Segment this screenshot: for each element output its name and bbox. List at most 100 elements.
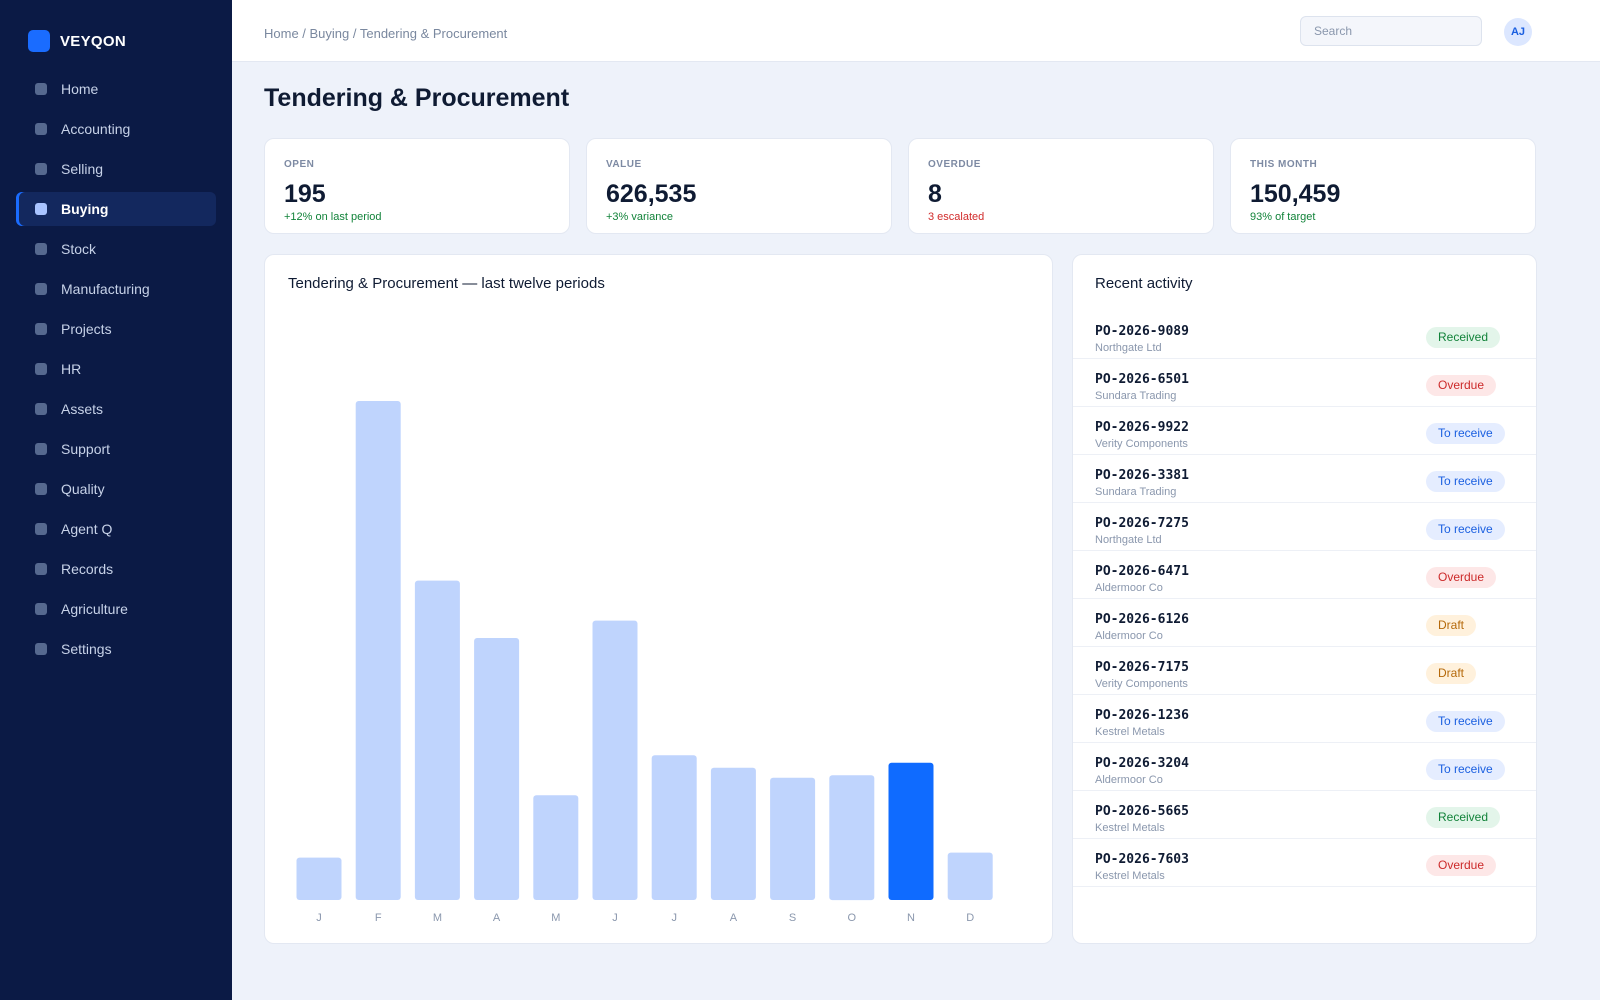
list-item[interactable]: PO-2026-5665 Kestrel Metals Received [1073, 791, 1536, 839]
chart-bar[interactable] [651, 755, 697, 900]
settings-icon [35, 643, 47, 655]
list-item[interactable]: PO-2026-9922 Verity Components To receive [1073, 407, 1536, 455]
status-badge: Draft [1426, 663, 1477, 684]
list-item[interactable]: PO-2026-6471 Aldermoor Co Overdue [1073, 551, 1536, 599]
support-icon [35, 443, 47, 455]
chart-bar[interactable] [829, 775, 875, 901]
chart-bar[interactable] [533, 795, 579, 900]
sidebar-item-selling[interactable]: Selling [16, 152, 216, 186]
status-badge: To receive [1426, 519, 1505, 540]
sidebar-item-label: Manufacturing [61, 281, 150, 297]
list-item[interactable]: PO-2026-7175 Verity Components Draft [1073, 647, 1536, 695]
po-number: PO-2026-7275 [1095, 516, 1189, 531]
brand[interactable]: VEYQON [28, 30, 126, 52]
chart-bar[interactable] [770, 777, 816, 900]
sidebar-nav: Home Accounting Selling Buying Stock Man… [16, 72, 216, 672]
po-number: PO-2026-6471 [1095, 564, 1189, 579]
supplier-name: Kestrel Metals [1095, 822, 1165, 834]
sidebar-item-hr[interactable]: HR [16, 352, 216, 386]
sidebar-item-label: Agent Q [61, 521, 113, 537]
kpi-card-open[interactable]: OPEN 195 +12% on last period [264, 138, 570, 234]
activity-title: Recent activity [1095, 275, 1193, 292]
kpi-label: OPEN [284, 159, 315, 170]
kpi-note: 3 escalated [928, 211, 985, 223]
x-tick-label: J [316, 912, 322, 924]
po-number: PO-2026-6126 [1095, 612, 1189, 627]
sidebar-item-label: Projects [61, 321, 112, 337]
kpi-label: THIS MONTH [1250, 159, 1318, 170]
supplier-name: Northgate Ltd [1095, 342, 1162, 354]
x-tick-label: O [848, 912, 857, 924]
sidebar-item-records[interactable]: Records [16, 552, 216, 586]
list-item[interactable]: PO-2026-1236 Kestrel Metals To receive [1073, 695, 1536, 743]
search-input[interactable] [1300, 16, 1482, 46]
supplier-name: Sundara Trading [1095, 390, 1177, 402]
supplier-name: Sundara Trading [1095, 486, 1177, 498]
projects-icon [35, 323, 47, 335]
sidebar-item-buying[interactable]: Buying [16, 192, 216, 226]
sidebar-item-label: Home [61, 81, 99, 97]
sidebar-item-agent-q[interactable]: Agent Q [16, 512, 216, 546]
quality-icon [35, 483, 47, 495]
po-number: PO-2026-5665 [1095, 804, 1189, 819]
status-badge: To receive [1426, 759, 1505, 780]
sidebar-item-projects[interactable]: Projects [16, 312, 216, 346]
supplier-name: Aldermoor Co [1095, 630, 1163, 642]
kpi-card-this-month[interactable]: THIS MONTH 150,459 93% of target [1230, 138, 1536, 234]
x-tick-label: M [433, 912, 442, 924]
chart-bar[interactable] [888, 762, 934, 900]
po-number: PO-2026-3381 [1095, 468, 1189, 483]
sidebar-item-label: Agriculture [61, 601, 128, 617]
x-tick-label: A [493, 912, 501, 924]
chart-bar[interactable] [414, 580, 460, 900]
sidebar-item-assets[interactable]: Assets [16, 392, 216, 426]
sidebar-item-quality[interactable]: Quality [16, 472, 216, 506]
brand-logo-icon [28, 30, 50, 52]
accounting-icon [35, 123, 47, 135]
list-item[interactable]: PO-2026-6126 Aldermoor Co Draft [1073, 599, 1536, 647]
sidebar-item-label: HR [61, 361, 82, 377]
po-number: PO-2026-9922 [1095, 420, 1189, 435]
sidebar-item-manufacturing[interactable]: Manufacturing [16, 272, 216, 306]
chart-bar[interactable] [592, 620, 638, 900]
kpi-note: +12% on last period [284, 211, 382, 223]
sidebar-item-stock[interactable]: Stock [16, 232, 216, 266]
list-item[interactable]: PO-2026-3204 Aldermoor Co To receive [1073, 743, 1536, 791]
list-item[interactable]: PO-2026-3381 Sundara Trading To receive [1073, 455, 1536, 503]
kpi-card-overdue[interactable]: OVERDUE 8 3 escalated [908, 138, 1214, 234]
po-number: PO-2026-6501 [1095, 372, 1189, 387]
breadcrumb[interactable]: Home / Buying / Tendering & Procurement [264, 26, 508, 41]
sidebar-item-accounting[interactable]: Accounting [16, 112, 216, 146]
sidebar-item-label: Selling [61, 161, 104, 177]
status-badge: Received [1426, 807, 1501, 828]
chart-bar[interactable] [296, 857, 342, 900]
po-number: PO-2026-7603 [1095, 852, 1189, 867]
chart-bar[interactable] [710, 767, 756, 900]
avatar[interactable]: AJ [1504, 18, 1532, 46]
supplier-name: Aldermoor Co [1095, 774, 1163, 786]
chart-bar[interactable] [355, 401, 401, 900]
list-item[interactable]: PO-2026-7603 Kestrel Metals Overdue [1073, 839, 1536, 887]
sidebar-item-home[interactable]: Home [16, 72, 216, 106]
status-badge: To receive [1426, 711, 1505, 732]
kpi-card-value[interactable]: VALUE 626,535 +3% variance [586, 138, 892, 234]
kpi-value: 626,535 [606, 180, 697, 208]
po-number: PO-2026-9089 [1095, 324, 1189, 339]
page-title: Tendering & Procurement [264, 84, 570, 112]
top-bar: Home / Buying / Tendering & Procurement … [232, 0, 1600, 62]
sidebar-item-agriculture[interactable]: Agriculture [16, 592, 216, 626]
brand-name: VEYQON [60, 32, 126, 50]
supplier-name: Aldermoor Co [1095, 582, 1163, 594]
list-item[interactable]: PO-2026-6501 Sundara Trading Overdue [1073, 359, 1536, 407]
sidebar-item-support[interactable]: Support [16, 432, 216, 466]
chart-bar[interactable] [947, 852, 993, 900]
chart-bar[interactable] [474, 638, 520, 900]
chart-card: J F M A M J J A S O N D Tendering & Procurement — l… [264, 254, 1053, 944]
list-item[interactable]: PO-2026-9089 Northgate Ltd Received [1073, 311, 1536, 359]
sidebar-item-settings[interactable]: Settings [16, 632, 216, 666]
po-number: PO-2026-1236 [1095, 708, 1189, 723]
x-tick-label: D [966, 912, 974, 924]
list-item[interactable]: PO-2026-7275 Northgate Ltd To receive [1073, 503, 1536, 551]
selling-icon [35, 163, 47, 175]
